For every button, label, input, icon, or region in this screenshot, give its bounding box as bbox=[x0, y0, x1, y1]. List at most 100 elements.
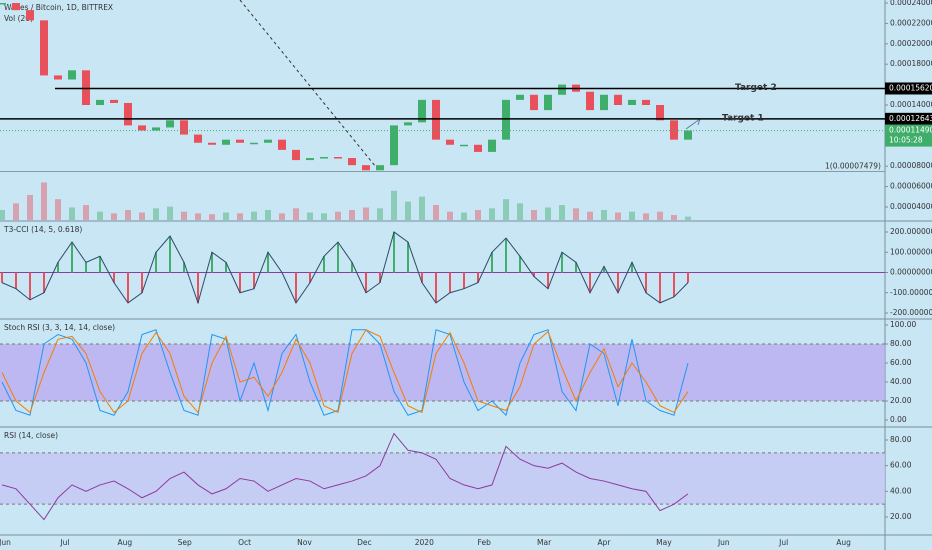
cci-bar bbox=[435, 272, 437, 303]
cci-bar bbox=[533, 272, 535, 277]
candle bbox=[194, 134, 202, 143]
volume-bar bbox=[545, 207, 551, 220]
candle bbox=[418, 99, 426, 123]
y-tick-label: 40.00 bbox=[890, 486, 912, 495]
cci-bar bbox=[575, 262, 577, 273]
candle bbox=[264, 139, 272, 143]
volume-bar bbox=[69, 207, 75, 220]
cci-bar bbox=[603, 266, 605, 273]
volume-bar bbox=[615, 212, 621, 220]
candle bbox=[68, 70, 76, 80]
cci-bar bbox=[407, 242, 409, 273]
volume-bar bbox=[475, 210, 481, 220]
cci-bar bbox=[365, 272, 367, 293]
cci-title: T3-CCI (14, 5, 0.618) bbox=[3, 225, 82, 234]
candle bbox=[544, 94, 552, 111]
arrow bbox=[685, 118, 701, 130]
cci-bar bbox=[393, 232, 395, 273]
y-tick-label: 0.00008000 bbox=[890, 161, 932, 170]
candle bbox=[488, 139, 496, 152]
volume-bar bbox=[531, 210, 537, 220]
y-tick-label: 0.00020000 bbox=[890, 39, 932, 48]
cci-bar bbox=[183, 262, 185, 273]
candle bbox=[362, 165, 370, 171]
volume-label: Vol (20) bbox=[4, 14, 33, 23]
y-tick-label: 100.00000000 bbox=[890, 247, 932, 256]
volume-bar bbox=[223, 212, 229, 220]
x-tick-label: Jul bbox=[59, 538, 69, 547]
cci-bar bbox=[463, 272, 465, 289]
cci-bar bbox=[99, 256, 101, 273]
candle bbox=[12, 3, 20, 11]
cci-bar bbox=[379, 272, 381, 283]
volume-bar bbox=[167, 206, 173, 220]
band bbox=[0, 452, 885, 505]
last-price-label: 0.00011490 bbox=[889, 126, 932, 135]
volume-bar bbox=[517, 203, 523, 220]
cci-bar bbox=[57, 262, 59, 273]
cci-bar bbox=[155, 252, 157, 273]
candle bbox=[320, 157, 328, 159]
candle bbox=[292, 149, 300, 161]
cci-bar bbox=[309, 272, 311, 283]
cci-bar bbox=[631, 262, 633, 273]
volume-bar bbox=[685, 216, 691, 220]
x-tick-label: Mar bbox=[537, 538, 552, 547]
cci-bar bbox=[253, 272, 255, 289]
cci-bar bbox=[491, 252, 493, 273]
volume-bar bbox=[629, 211, 635, 220]
band bbox=[0, 344, 885, 401]
candle bbox=[348, 158, 356, 166]
cci-bar bbox=[15, 272, 17, 289]
x-tick-label: Sep bbox=[178, 538, 192, 547]
candle bbox=[600, 94, 608, 111]
cci-bar bbox=[197, 272, 199, 303]
candle bbox=[110, 99, 118, 103]
x-tick-label: Apr bbox=[598, 538, 612, 547]
candle bbox=[222, 139, 230, 145]
volume-bar bbox=[0, 210, 5, 220]
volume-bar bbox=[111, 213, 117, 220]
volume-bar bbox=[405, 201, 411, 220]
volume-bar bbox=[181, 211, 187, 220]
cci-bar bbox=[519, 256, 521, 273]
cci-bar bbox=[113, 272, 115, 283]
volume-bar bbox=[41, 182, 47, 220]
cci-bar bbox=[323, 256, 325, 273]
candle bbox=[250, 142, 258, 145]
volume-bar bbox=[251, 211, 257, 220]
series-line bbox=[1, 432, 689, 521]
cci-bar bbox=[477, 272, 479, 283]
last-price-box bbox=[885, 124, 932, 147]
candle bbox=[642, 99, 650, 105]
candle bbox=[334, 157, 342, 159]
candle bbox=[96, 99, 104, 105]
x-tick-label: Oct bbox=[238, 538, 251, 547]
target-label: Target 1 bbox=[722, 113, 764, 123]
cci-bar bbox=[645, 272, 647, 293]
volume-bar bbox=[489, 208, 495, 220]
candle bbox=[138, 125, 146, 131]
y-tick-label: -200.00000000 bbox=[890, 308, 932, 317]
volume-bar bbox=[153, 208, 159, 220]
y-tick-label: 0.00018000 bbox=[890, 59, 932, 68]
volume-bar bbox=[265, 210, 271, 220]
candle bbox=[558, 84, 566, 95]
candle bbox=[502, 99, 510, 140]
x-tick-label: May bbox=[656, 538, 672, 547]
candle bbox=[530, 94, 538, 111]
candle bbox=[670, 120, 678, 140]
cci-bar bbox=[1, 272, 3, 283]
volume-bar bbox=[363, 207, 369, 220]
x-tick-label: Feb bbox=[478, 538, 492, 547]
candle bbox=[306, 158, 314, 161]
candle bbox=[124, 102, 132, 126]
y-tick-label: 40.00 bbox=[890, 377, 912, 386]
candle bbox=[152, 127, 160, 131]
candle bbox=[460, 144, 468, 147]
candle bbox=[26, 10, 34, 21]
candle bbox=[628, 99, 636, 105]
y-tick-label: 100.00 bbox=[890, 320, 916, 329]
candle bbox=[684, 130, 692, 140]
volume-bar bbox=[55, 199, 61, 220]
